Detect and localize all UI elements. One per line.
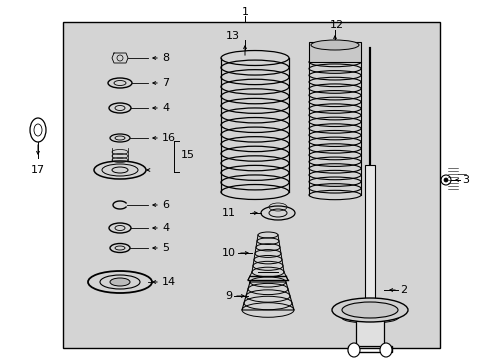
Text: 10: 10 <box>222 248 236 258</box>
Text: 14: 14 <box>162 277 176 287</box>
Ellipse shape <box>331 298 407 322</box>
Text: 9: 9 <box>224 291 231 301</box>
Ellipse shape <box>110 278 130 286</box>
Bar <box>308 42 360 62</box>
Text: 5: 5 <box>162 243 169 253</box>
Text: 16: 16 <box>162 133 176 143</box>
Text: 3: 3 <box>461 175 468 185</box>
Text: 6: 6 <box>162 200 169 210</box>
Text: 11: 11 <box>222 208 236 218</box>
Ellipse shape <box>310 40 358 50</box>
Ellipse shape <box>379 343 391 357</box>
Text: 7: 7 <box>162 78 169 88</box>
Text: 2: 2 <box>399 285 407 295</box>
Bar <box>63 22 439 348</box>
Text: 12: 12 <box>329 20 344 30</box>
Bar <box>364 165 374 310</box>
Ellipse shape <box>443 178 447 182</box>
Text: 4: 4 <box>162 223 169 233</box>
Bar <box>355 318 383 346</box>
Ellipse shape <box>347 343 359 357</box>
Text: 13: 13 <box>225 31 240 41</box>
Ellipse shape <box>341 302 397 318</box>
Text: 8: 8 <box>162 53 169 63</box>
Text: 15: 15 <box>181 150 195 160</box>
Text: 17: 17 <box>31 165 45 175</box>
Text: 4: 4 <box>162 103 169 113</box>
Text: 1: 1 <box>241 7 248 17</box>
